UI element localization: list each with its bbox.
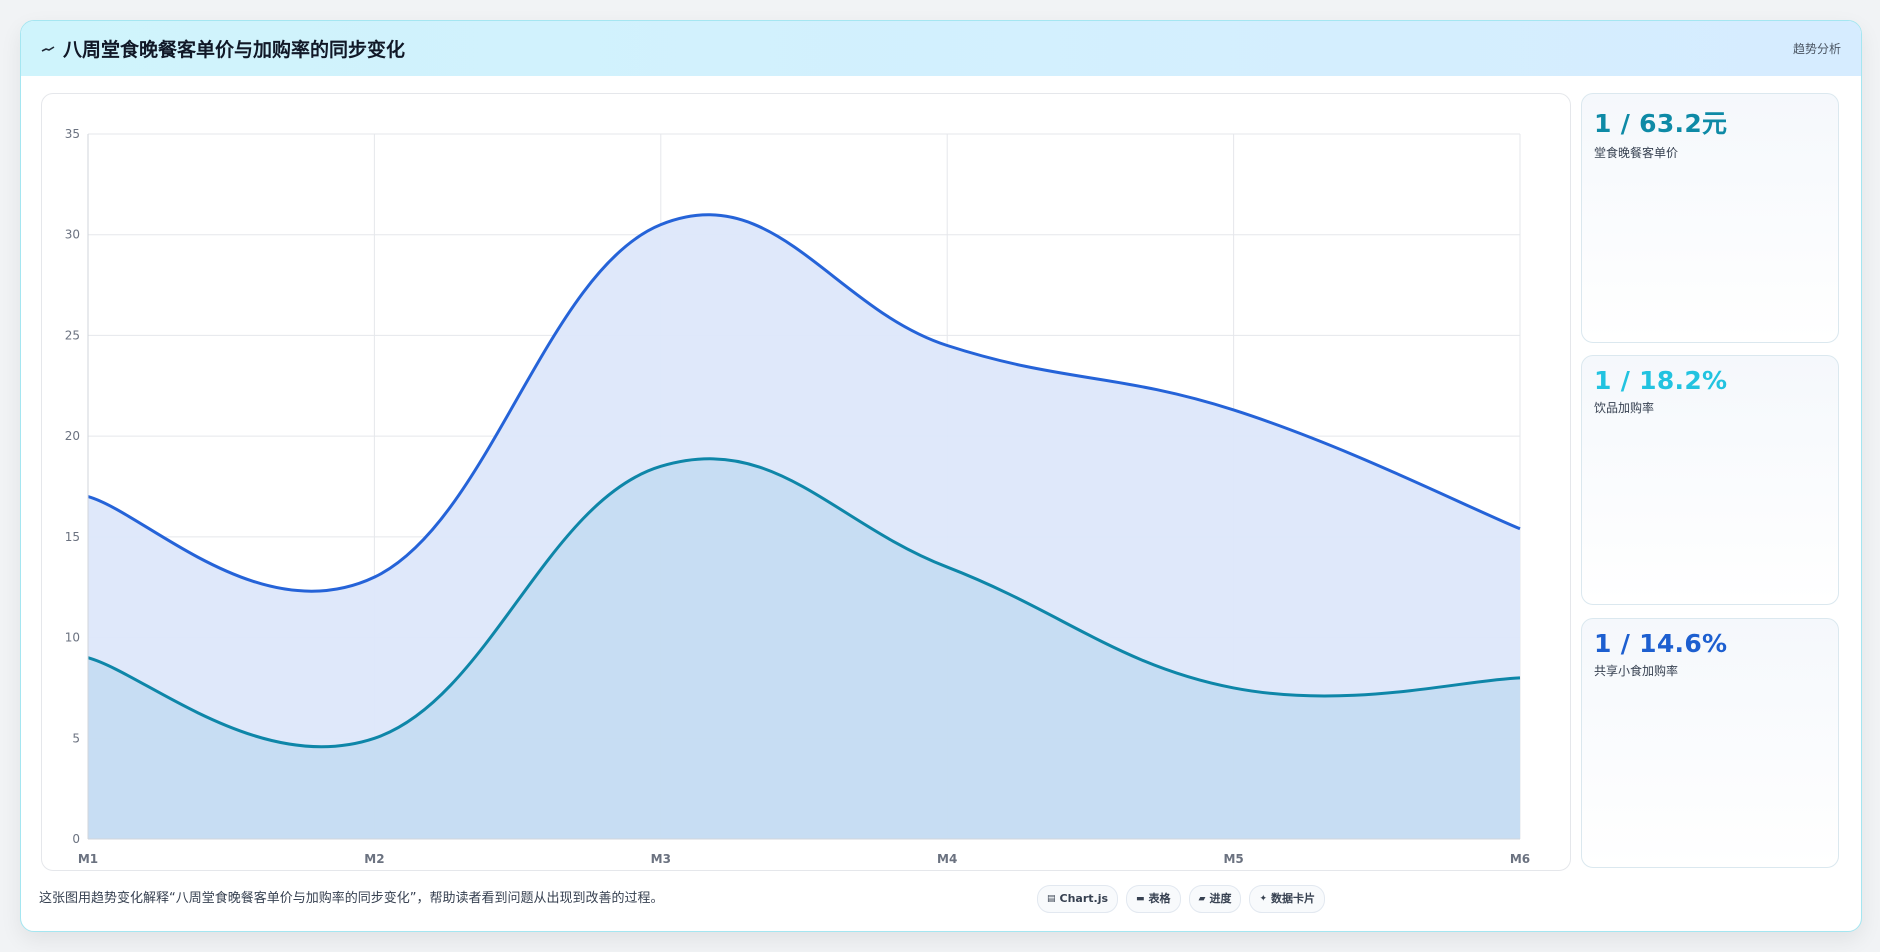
x-tick-label: M4 (937, 852, 957, 866)
card-header: 八周堂食晚餐客单价与加购率的同步变化 趋势分析 (21, 21, 1861, 76)
x-tick-label: M1 (78, 852, 98, 866)
y-tick-label: 25 (65, 328, 80, 342)
x-tick-label: M2 (364, 852, 384, 866)
chip-label: 进度 (1209, 892, 1232, 905)
y-tick-label: 0 (72, 832, 80, 846)
series-area-2 (88, 458, 1520, 839)
dashboard-card: 八周堂食晚餐客单价与加购率的同步变化 趋势分析 0 5 10 15 20 25 30 35 M1… (20, 20, 1862, 932)
x-tick-label: M3 (651, 852, 671, 866)
table-icon: ▬ (1136, 894, 1145, 904)
kpi-label: 堂食晚餐客单价 (1594, 146, 1679, 160)
y-tick-label: 5 (72, 731, 80, 745)
page-title: 八周堂食晚餐客单价与加购率的同步变化 (63, 39, 406, 61)
x-tick-label: M5 (1223, 852, 1243, 866)
kpi-label: 共享小食加购率 (1594, 664, 1679, 678)
y-tick-label: 15 (65, 530, 80, 544)
chip-label: Chart.js (1059, 892, 1109, 905)
series-line-2[interactable] (87, 457, 1521, 749)
y-tick-label: 10 (65, 631, 80, 645)
line-layer (87, 213, 1521, 749)
y-tick-label: 30 (65, 228, 80, 242)
area-layer (88, 214, 1520, 839)
trend-icon (41, 45, 55, 52)
y-tick-label: 20 (65, 429, 80, 443)
title-wrap: 八周堂食晚餐客单价与加购率的同步变化 (41, 35, 405, 62)
x-tick-label: M6 (1510, 852, 1530, 866)
chip-table[interactable]: ▬ 表格 (1126, 885, 1181, 913)
card-icon: ✦ (1259, 894, 1268, 904)
kpi-card-2: 1 / 18.2% 饮品加购率 (1581, 355, 1839, 605)
progress-icon: ▰ (1198, 894, 1206, 904)
chip-label: 数据卡片 (1271, 892, 1316, 905)
series-line-1[interactable] (87, 213, 1521, 593)
header-tag[interactable]: 趋势分析 (1792, 42, 1841, 56)
axis-layer: 0 5 10 15 20 25 30 35 M1 M2 M3 M4 M5 M6 (65, 127, 1530, 866)
kpi-value: 1 / 18.2% (1594, 366, 1728, 395)
kpi-label: 饮品加购率 (1594, 401, 1655, 415)
kpi-value: 1 / 14.6% (1594, 629, 1728, 658)
kpi-card-3: 1 / 14.6% 共享小食加购率 (1581, 618, 1839, 868)
chip-cards[interactable]: ✦ 数据卡片 (1249, 885, 1326, 913)
kpi-card-1: 1 / 63.2元 堂食晚餐客单价 (1581, 93, 1839, 343)
y-tick-label: 35 (65, 127, 80, 141)
chip-label: 表格 (1148, 892, 1171, 905)
chip-progress[interactable]: ▰ 进度 (1188, 885, 1242, 913)
chart-icon: ▤ (1047, 894, 1056, 904)
chip-chartjs[interactable]: ▤ Chart.js (1037, 885, 1119, 913)
footer-note: 这张图用趋势变化解释“八周堂食晚餐客单价与加购率的同步变化”，帮助读者看到问题从… (39, 891, 664, 906)
chip-row: ▤ Chart.js ▬ 表格 ▰ 进度 ✦ 数据卡片 (1037, 885, 1326, 913)
kpi-value: 1 / 63.2元 (1594, 109, 1728, 138)
